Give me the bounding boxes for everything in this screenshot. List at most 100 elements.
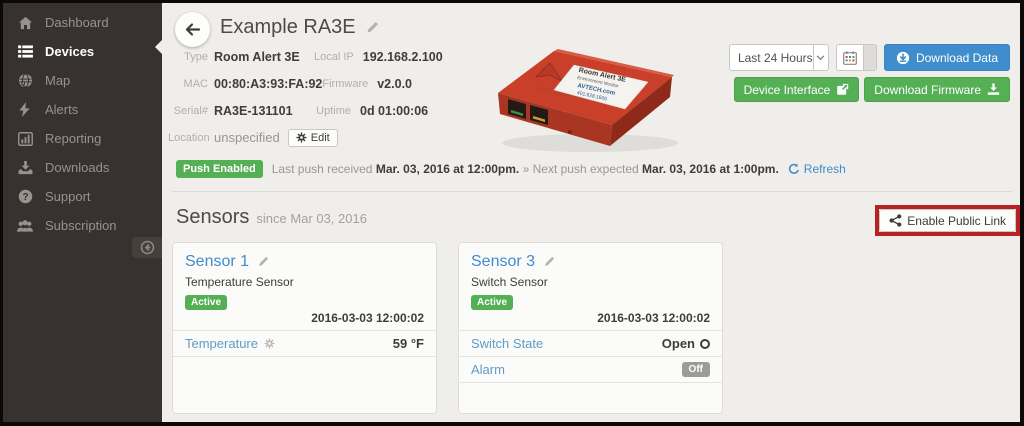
gear-icon[interactable] <box>264 338 275 349</box>
calendar-button-spacer <box>862 45 876 70</box>
push-separator: » <box>522 162 530 176</box>
time-range-select[interactable]: Last 24 Hours <box>728 44 829 71</box>
time-range-value: Last 24 Hours <box>737 50 813 65</box>
download-firmware-button[interactable]: Download Firmware <box>864 77 1010 102</box>
back-button[interactable] <box>175 12 210 47</box>
reporting-chart-icon <box>16 131 34 147</box>
sidebar-item-devices[interactable]: Devices <box>3 37 162 66</box>
device-interface-button[interactable]: Device Interface <box>733 77 860 102</box>
sidebar: Dashboard Devices Map Alerts <box>3 3 162 422</box>
collapse-left-icon <box>140 240 155 255</box>
main-content: Example RA3E Type Room Alert 3E Local IP… <box>162 3 1020 422</box>
edit-sensor-pencil-icon[interactable] <box>543 256 555 268</box>
sensors-subheading: since Mar 03, 2016 <box>256 211 367 226</box>
device-photo: AVTECH Room Alert 3E Environment Monitor… <box>492 39 692 157</box>
sidebar-item-subscription[interactable]: Subscription <box>3 211 162 240</box>
alarm-value: Off <box>681 362 710 377</box>
subscription-users-icon <box>16 218 34 234</box>
sensor-1-status-badge: Active <box>185 295 228 310</box>
serial-label: Serial# <box>173 104 208 117</box>
sidebar-item-label: Subscription <box>45 218 117 233</box>
back-arrow-icon <box>184 22 201 37</box>
next-push-timestamp: Mar. 03, 2016 at 1:00pm. <box>642 162 779 176</box>
refresh-label: Refresh <box>803 162 846 176</box>
uptime-value: 0d 01:00:06 <box>360 103 429 118</box>
device-info: Type Room Alert 3E Local IP 192.168.2.10… <box>168 43 443 151</box>
push-enabled-badge: Push Enabled <box>176 160 263 178</box>
sidebar-nav: Dashboard Devices Map Alerts <box>3 3 162 240</box>
sensor-3-timestamp: 2016-03-03 12:00:02 <box>597 311 710 325</box>
sidebar-item-alerts[interactable]: Alerts <box>3 95 162 124</box>
temperature-link[interactable]: Temperature <box>185 336 275 351</box>
gear-icon <box>296 132 307 143</box>
sensor-3-type: Switch Sensor <box>471 275 548 289</box>
sensor-reading-row: Alarm Off <box>459 356 722 383</box>
map-globe-icon <box>16 73 34 89</box>
calendar-icon <box>836 45 863 70</box>
sensor-1-title[interactable]: Sensor 1 <box>185 253 250 270</box>
alerts-bolt-icon <box>16 102 34 118</box>
edit-sensor-pencil-icon[interactable] <box>257 256 269 268</box>
devices-list-icon <box>16 44 34 60</box>
switch-state-value: Open <box>662 336 710 351</box>
switch-state-link[interactable]: Switch State <box>471 336 544 351</box>
sensor-card-3: Sensor 3 Switch Sensor Active 2016-03-03… <box>458 242 723 414</box>
mac-value: 00:80:A3:93:FA:92 <box>214 76 323 91</box>
download-data-label: Download Data <box>915 50 998 65</box>
home-icon <box>16 15 34 31</box>
sidebar-item-label: Devices <box>45 44 95 59</box>
sidebar-item-label: Downloads <box>45 160 110 175</box>
page-title: Example RA3E <box>220 16 356 38</box>
downloads-icon <box>16 160 34 176</box>
alarm-link[interactable]: Alarm <box>471 362 505 377</box>
external-link-icon <box>836 83 849 96</box>
push-status-text: Last push received Mar. 03, 2016 at 12:0… <box>271 162 779 176</box>
mac-label: MAC <box>183 77 208 90</box>
sidebar-item-downloads[interactable]: Downloads <box>3 153 162 182</box>
share-icon <box>889 214 902 227</box>
enable-public-link-button[interactable]: Enable Public Link <box>879 209 1016 232</box>
last-push-timestamp: Mar. 03, 2016 at 12:00pm. <box>375 162 520 176</box>
download-circle-icon <box>896 51 910 65</box>
sidebar-item-dashboard[interactable]: Dashboard <box>3 8 162 37</box>
sensor-reading-row: Switch State Open <box>459 330 722 356</box>
alarm-off-badge: Off <box>681 362 710 377</box>
sidebar-collapse-toggle[interactable] <box>132 237 162 258</box>
sidebar-item-label: Support <box>45 189 91 204</box>
refresh-icon <box>788 163 800 175</box>
chevron-down-icon <box>812 45 828 70</box>
sidebar-item-reporting[interactable]: Reporting <box>3 124 162 153</box>
edit-title-pencil-icon[interactable] <box>365 21 379 35</box>
enable-public-link-label: Enable Public Link <box>907 213 1006 228</box>
location-label: Location <box>168 131 210 144</box>
device-interface-label: Device Interface <box>743 82 831 97</box>
section-divider <box>172 191 1012 192</box>
sidebar-item-label: Dashboard <box>45 15 109 30</box>
local-ip-value: 192.168.2.100 <box>362 49 443 64</box>
calendar-range-button[interactable] <box>835 44 877 71</box>
type-value: Room Alert 3E <box>214 49 300 64</box>
sensor-reading-row: Temperature 59 °F <box>173 330 436 357</box>
active-item-pointer <box>155 40 162 54</box>
edit-location-label: Edit <box>310 131 330 144</box>
firmware-value: v2.0.0 <box>377 76 412 91</box>
sensor-cards: Sensor 1 Temperature Sensor Active 2016-… <box>172 242 723 414</box>
svg-text:?: ? <box>22 192 28 203</box>
support-question-icon: ? <box>16 189 34 205</box>
sidebar-item-label: Map <box>45 73 71 88</box>
sensor-3-status-badge: Active <box>471 295 514 310</box>
download-data-button[interactable]: Download Data <box>883 44 1010 71</box>
sidebar-item-label: Alerts <box>45 102 79 117</box>
local-ip-label: Local IP <box>314 50 354 63</box>
type-label: Type <box>184 50 208 63</box>
refresh-link[interactable]: Refresh <box>788 162 846 176</box>
sensor-card-1: Sensor 1 Temperature Sensor Active 2016-… <box>172 242 437 414</box>
sidebar-item-map[interactable]: Map <box>3 66 162 95</box>
annotation-highlight-box: Enable Public Link <box>875 205 1020 236</box>
edit-location-button[interactable]: Edit <box>287 128 338 147</box>
sidebar-item-label: Reporting <box>45 131 102 146</box>
sensor-3-title[interactable]: Sensor 3 <box>471 253 536 270</box>
sidebar-item-support[interactable]: ? Support <box>3 182 162 211</box>
sensor-1-type: Temperature Sensor <box>185 275 294 289</box>
